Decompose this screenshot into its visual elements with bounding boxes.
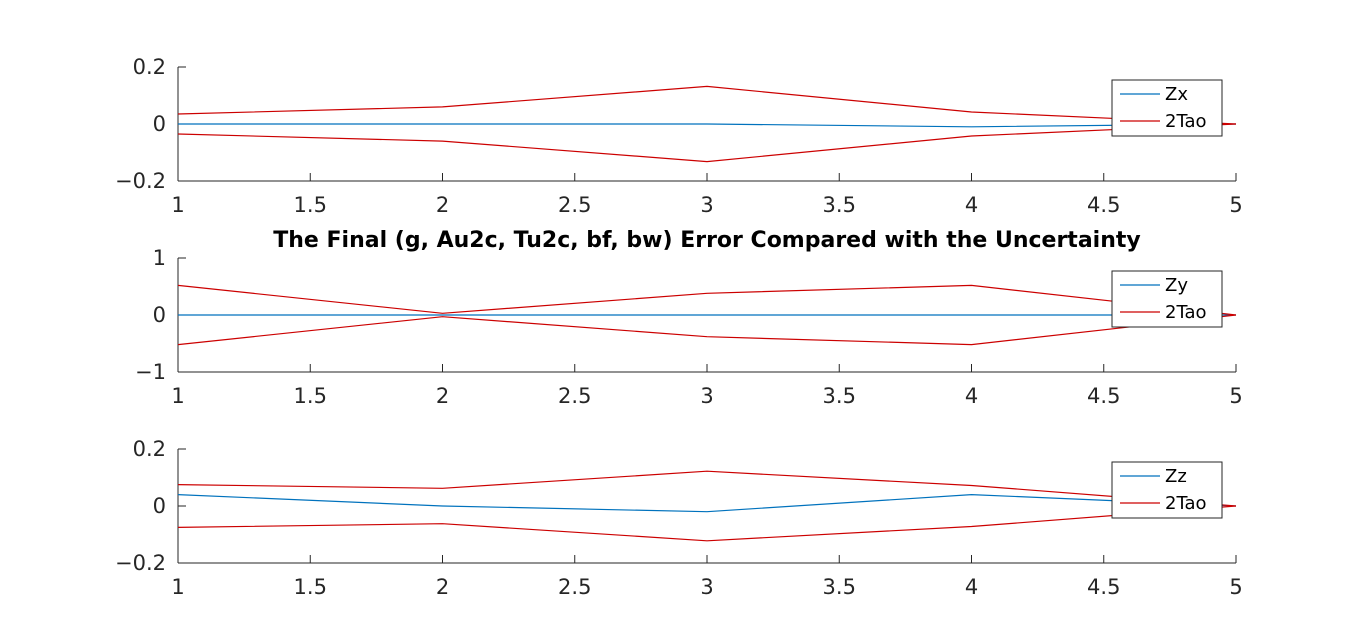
2tao-series-line	[177, 284, 1237, 316]
x-tick-label: 2	[436, 384, 449, 408]
x-tick-label: 4.5	[1087, 193, 1120, 217]
legend-box	[1111, 79, 1223, 137]
x-tick-label: 5	[1229, 575, 1242, 599]
x-tick-label: 2.5	[558, 193, 591, 217]
legend: Zz 2Tao	[1111, 461, 1223, 519]
x-tick-label: 1.5	[294, 384, 327, 408]
legend: Zx 2Tao	[1111, 79, 1223, 137]
axes-panel-1: 1 1.5 2 2.5 3 3.5 4 4.5 5 −0.2 0 0.2 Zx 2Tao	[115, 55, 1243, 217]
x-tick-label: 3.5	[823, 193, 856, 217]
x-tick-label: 4	[965, 384, 978, 408]
y-tick-label: 0	[153, 494, 166, 518]
legend-label: Zy	[1165, 275, 1188, 296]
x-tick-label: 4	[965, 193, 978, 217]
legend-label: Zz	[1165, 466, 1187, 487]
x-tick-label: 5	[1229, 193, 1242, 217]
x-tick-label: 2	[436, 193, 449, 217]
axes-panel-2: 1 1.5 2 2.5 3 3.5 4 4.5 5 −1 0 1 Zy 2Tao The Final (g,…	[135, 228, 1243, 408]
x-tick-label: 3	[700, 193, 713, 217]
x-tick-label: 2.5	[558, 384, 591, 408]
y-tick-label: 0	[153, 303, 166, 327]
x-tick-label: 3	[700, 575, 713, 599]
y-tick-label: 0.2	[133, 437, 166, 461]
lower-bound-series-line	[177, 123, 1237, 163]
x-tick-label: 3	[700, 384, 713, 408]
legend-label: Zx	[1165, 84, 1188, 105]
x-tick-label: 2.5	[558, 575, 591, 599]
x-tick-label: 1.5	[294, 575, 327, 599]
x-tick-label: 2	[436, 575, 449, 599]
legend-label: 2Tao	[1165, 111, 1207, 132]
x-tick-label: 5	[1229, 384, 1242, 408]
2tao-series-line	[177, 85, 1237, 125]
y-tick-label: 0	[153, 112, 166, 136]
y-tick-label: 1	[153, 246, 166, 270]
x-tick-label: 3.5	[823, 575, 856, 599]
x-tick-label: 1	[171, 193, 184, 217]
x-tick-label: 1	[171, 384, 184, 408]
y-tick-label: 0.2	[133, 55, 166, 79]
lower-bound-series-line	[177, 505, 1237, 542]
y-tick-label: −0.2	[115, 169, 166, 193]
x-tick-label: 1	[171, 575, 184, 599]
axes-panel-3: 1 1.5 2 2.5 3 3.5 4 4.5 5 −0.2 0 0.2 Zz 2Tao	[115, 437, 1243, 599]
legend-label: 2Tao	[1165, 302, 1207, 323]
lower-bound-series-line	[177, 314, 1237, 346]
y-tick-label: −0.2	[115, 551, 166, 575]
x-tick-label: 4.5	[1087, 384, 1120, 408]
chart-title: The Final (g, Au2c, Tu2c, bf, bw) Error …	[273, 228, 1140, 253]
zx-series-line	[178, 123, 1237, 128]
legend-label: 2Tao	[1165, 493, 1207, 514]
y-tick-label: −1	[135, 360, 166, 384]
zz-series-line	[177, 493, 1237, 513]
legend: Zy 2Tao	[1111, 270, 1223, 328]
x-tick-label: 4.5	[1087, 575, 1120, 599]
legend-box	[1111, 270, 1223, 328]
x-tick-label: 4	[965, 575, 978, 599]
x-tick-label: 1.5	[294, 193, 327, 217]
legend-box	[1111, 461, 1223, 519]
x-tick-label: 3.5	[823, 384, 856, 408]
2tao-series-line	[177, 470, 1237, 507]
